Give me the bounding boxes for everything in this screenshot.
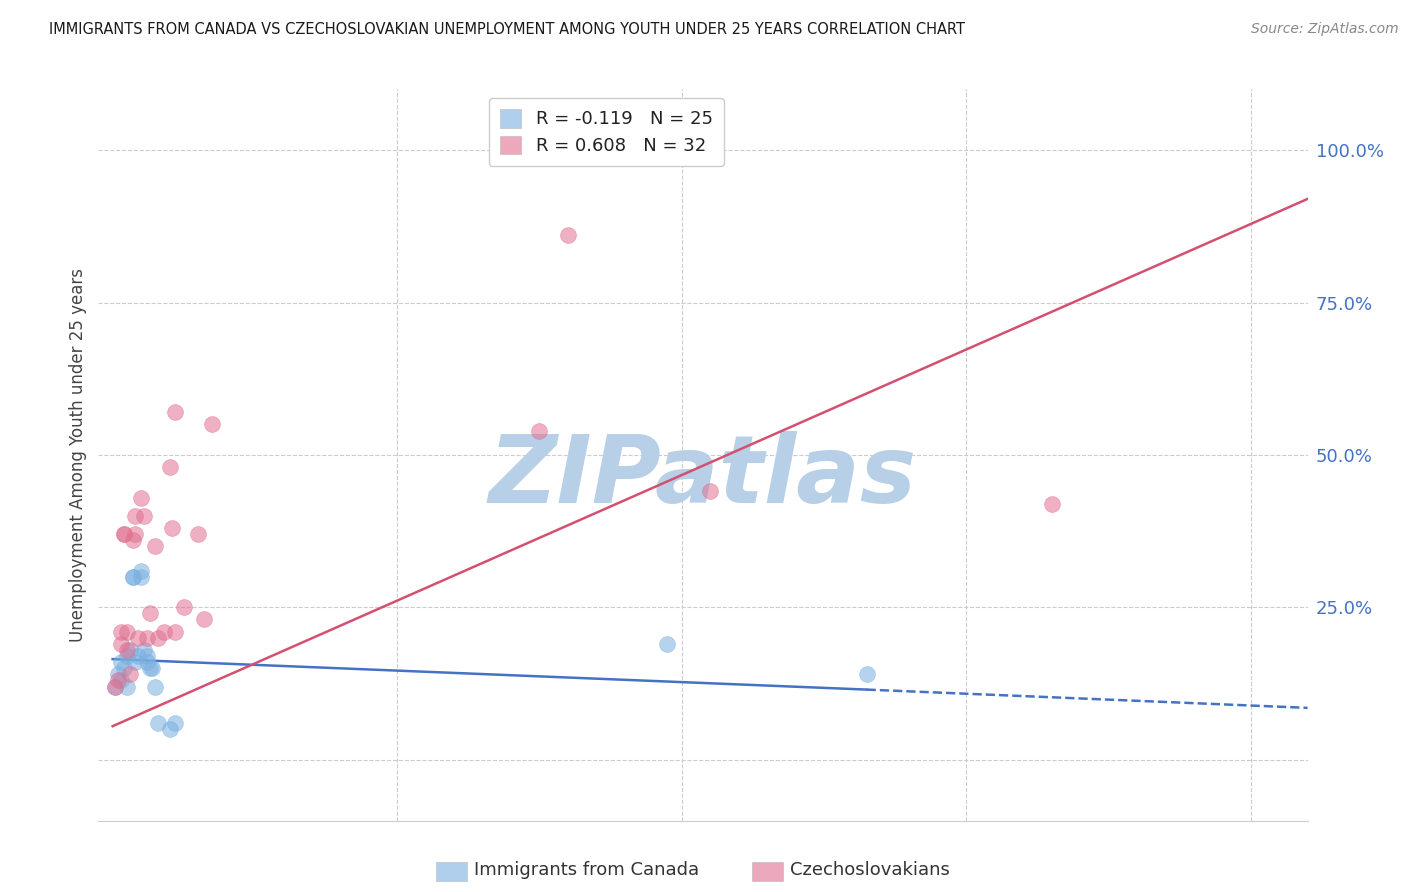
Point: [138, 607, 160, 621]
Point: [110, 637, 132, 651]
Point: [118, 643, 141, 657]
Point: [115, 649, 138, 664]
Point: [162, 521, 184, 535]
Point: [110, 655, 132, 669]
Point: [165, 624, 187, 639]
Point: [115, 643, 138, 657]
Point: [143, 539, 166, 553]
Point: [165, 716, 187, 731]
Legend: R = -0.119   N = 25, R = 0.608   N = 32: R = -0.119 N = 25, R = 0.608 N = 32: [489, 98, 724, 166]
Point: [110, 673, 132, 688]
Point: [129, 564, 152, 578]
Point: [159, 460, 181, 475]
Point: [159, 723, 181, 737]
Point: [115, 680, 138, 694]
Text: Source: ZipAtlas.com: Source: ZipAtlas.com: [1251, 22, 1399, 37]
Point: [121, 570, 143, 584]
Point: [104, 680, 127, 694]
Point: [135, 631, 157, 645]
Text: IMMIGRANTS FROM CANADA VS CZECHOSLOVAKIAN UNEMPLOYMENT AMONG YOUTH UNDER 25 YEAR: IMMIGRANTS FROM CANADA VS CZECHOSLOVAKIA…: [49, 22, 965, 37]
Point: [115, 624, 138, 639]
Point: [104, 680, 127, 694]
Point: [557, 228, 579, 243]
Point: [1040, 497, 1063, 511]
Point: [110, 624, 132, 639]
Point: [657, 637, 679, 651]
Point: [112, 527, 135, 541]
Point: [107, 667, 129, 681]
Point: [124, 527, 146, 541]
Point: [153, 624, 176, 639]
Point: [135, 649, 157, 664]
Point: [118, 667, 141, 681]
Point: [143, 680, 166, 694]
Point: [129, 491, 152, 505]
Text: Czechoslovakians: Czechoslovakians: [790, 861, 950, 879]
Point: [112, 661, 135, 675]
Point: [173, 600, 195, 615]
Point: [138, 661, 160, 675]
Point: [127, 631, 149, 645]
Point: [107, 673, 129, 688]
Point: [165, 405, 187, 419]
Point: [135, 655, 157, 669]
Point: [132, 643, 155, 657]
Text: ZIPatlas: ZIPatlas: [489, 431, 917, 523]
Point: [121, 570, 143, 584]
Point: [112, 527, 135, 541]
Point: [855, 667, 877, 681]
Point: [529, 424, 551, 438]
Point: [127, 649, 149, 664]
Point: [187, 527, 209, 541]
Point: [193, 613, 215, 627]
Point: [141, 661, 163, 675]
Point: [146, 716, 169, 731]
Point: [121, 533, 143, 548]
Point: [129, 570, 152, 584]
Point: [124, 655, 146, 669]
Point: [132, 508, 155, 523]
Y-axis label: Unemployment Among Youth under 25 years: Unemployment Among Youth under 25 years: [69, 268, 87, 642]
Text: Immigrants from Canada: Immigrants from Canada: [474, 861, 699, 879]
Point: [146, 631, 169, 645]
Point: [201, 417, 224, 432]
Point: [124, 508, 146, 523]
Point: [699, 484, 721, 499]
